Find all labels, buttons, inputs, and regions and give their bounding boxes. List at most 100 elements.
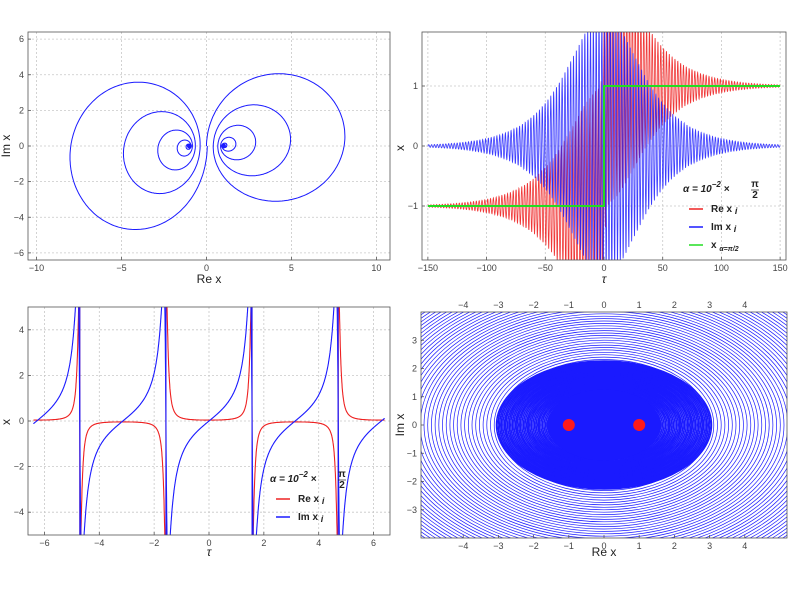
orbit: [442, 320, 766, 530]
orbit-dense: [508, 368, 700, 482]
orbit-core: [547, 389, 661, 461]
orbit: [445, 323, 763, 527]
x-axis-label: τ: [207, 545, 213, 559]
series-x-alpha: [427, 85, 781, 207]
x-tick-label: −100: [476, 263, 496, 273]
x-tick-label: 150: [773, 263, 788, 273]
y-axis-label: x: [393, 145, 407, 151]
orbit-dense: [530, 382, 678, 468]
y-tick-label: 1: [413, 81, 418, 91]
orbit-dense: [524, 378, 684, 472]
y-tick-label: −2: [407, 477, 417, 487]
y-tick-label: 6: [19, 34, 24, 44]
y-tick-label: 2: [19, 105, 24, 115]
x-tick-label-top: −2: [528, 300, 538, 310]
y-tick-label: −6: [14, 248, 24, 258]
orbit: [456, 330, 752, 520]
orbit-dense: [522, 377, 686, 473]
orbit-dense: [513, 371, 695, 479]
orbit-dense: [535, 384, 673, 466]
x-tick-label: 1: [637, 541, 642, 551]
legend-title-numerator: π: [751, 179, 759, 190]
legend-label: Re x i: [298, 494, 325, 506]
orbit: [471, 339, 737, 511]
orbit-dense: [511, 370, 697, 480]
legend-title: α = 10−2 ×: [270, 470, 317, 485]
orbit: [479, 344, 729, 506]
legend: α = 10−2 × π2 Re x i Im x i: [270, 469, 346, 524]
orbit: [486, 349, 722, 501]
series-group: [33, 307, 385, 535]
y-tick-label: −4: [14, 507, 24, 517]
x-tick-label-top: 0: [601, 300, 606, 310]
trajectory-right-loop: [206, 73, 346, 202]
y-tick-label: −4: [14, 212, 24, 222]
orbit-dense: [500, 363, 708, 487]
orbit-dense: [506, 367, 702, 483]
x-tick-label: −1: [564, 541, 574, 551]
x-tick-label: −2: [149, 538, 159, 548]
y-tick-label: 3: [412, 335, 417, 345]
y-axis-label: x: [0, 419, 13, 425]
series-re-x: [33, 307, 385, 535]
orbit-dense: [517, 374, 691, 476]
x-tick-label-top: 1: [637, 300, 642, 310]
orbit: [453, 327, 755, 523]
orbit-dense: [532, 383, 676, 467]
x-tick-label: 4: [316, 538, 321, 548]
x-tick-label: −50: [538, 263, 553, 273]
legend: α = 10−2 × π2 Re x i Im x i x α=π/2: [683, 179, 759, 253]
legend-title-numerator: π: [338, 469, 346, 480]
fixed-point: [562, 419, 575, 431]
y-tick-label: 2: [412, 364, 417, 374]
x-tick-label: 0: [601, 541, 606, 551]
x-tick-label: 5: [289, 263, 294, 273]
orbit-dense: [516, 373, 692, 477]
x-tick-label: −150: [418, 263, 438, 273]
orbit-dense: [533, 383, 675, 467]
orbit-dense: [521, 376, 687, 474]
series-re-x: [427, 32, 781, 260]
orbit-dense: [498, 362, 710, 488]
x-tick-label-top: 2: [672, 300, 677, 310]
panel-top-left: −10 −5 0 5 10 −6 −4 −2 0 2 4 6 Re x Im x: [0, 31, 391, 286]
series-group: [427, 32, 781, 260]
y-tick-label: 4: [19, 325, 24, 335]
orbit-dense: [536, 385, 672, 465]
x-tick-label-top: −1: [564, 300, 574, 310]
x-tick-label: 4: [742, 541, 747, 551]
orbit: [427, 312, 781, 538]
y-tick-label: 1: [412, 392, 417, 402]
legend-label: Im x i: [298, 512, 324, 524]
x-tick-label: −4: [94, 538, 104, 548]
orbit-dense: [525, 379, 683, 471]
x-tick-label: −4: [458, 541, 468, 551]
orbit-dense: [502, 364, 706, 486]
orbit: [475, 342, 733, 508]
y-tick-label: −1: [408, 201, 418, 211]
x-tick-label: 0: [204, 263, 209, 273]
x-tick-label: 10: [371, 263, 381, 273]
panel-bottom-right: −4 −4 −3 −3 −2 −2 −1 −1 0 0 1 1 2 2 3 3 4 4 −3 −2 −1 0 1 2 3 Re …: [393, 300, 788, 559]
x-tick-label: 0: [206, 538, 211, 548]
x-tick-label: 0: [601, 263, 606, 273]
x-tick-label: −10: [29, 263, 44, 273]
orbit: [438, 318, 770, 532]
x-tick-label-top: −3: [493, 300, 503, 310]
orbit-dense: [540, 387, 668, 463]
x-tick-label: 3: [707, 541, 712, 551]
panel-top-right: −150 −100 −50 0 50 100 150 −1 0 1 τ x α = 10−2 × …: [393, 31, 788, 286]
x-tick-label: 6: [371, 538, 376, 548]
y-tick-label: 0: [19, 141, 24, 151]
y-tick-label: −2: [14, 177, 24, 187]
orbit-dense: [503, 365, 705, 485]
orbit-dense: [495, 360, 713, 490]
x-tick-label: 2: [672, 541, 677, 551]
x-axis-label: Re x: [197, 272, 222, 286]
orbit-dense: [509, 369, 699, 481]
x-tick-label: −2: [528, 541, 538, 551]
orbit-dense: [505, 366, 703, 484]
y-tick-label: −1: [407, 448, 417, 458]
